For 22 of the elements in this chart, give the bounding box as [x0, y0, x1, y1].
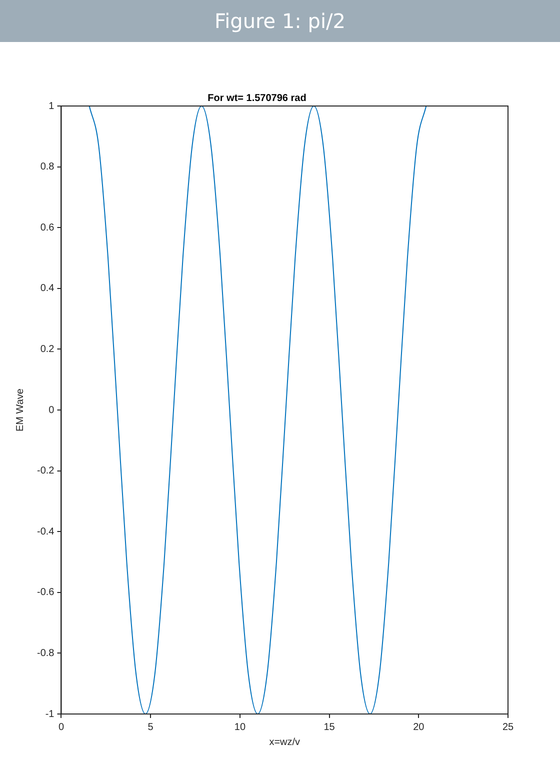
chart-subtitle: For wt= 1.570796 rad: [208, 92, 306, 104]
y-tick-label: 1: [48, 100, 55, 112]
y-tick-label: -1: [45, 708, 55, 720]
y-tick-label: -0.8: [36, 648, 55, 659]
y-tick-label: -0.2: [36, 466, 55, 477]
y-tick-label: 0.2: [40, 344, 55, 355]
x-tick-label: 15: [324, 722, 336, 733]
y-axis-title: EM Wave: [14, 388, 26, 432]
y-tick-label: 0: [48, 404, 55, 416]
line-series: [88, 106, 427, 714]
y-tick-label: 0.8: [40, 162, 55, 173]
x-tick-label: 10: [234, 722, 246, 733]
x-tick-label: 25: [502, 722, 514, 733]
y-tick-label: 0.4: [40, 283, 55, 294]
y-tick-label: -0.6: [36, 587, 55, 598]
y-tick-label: 0.6: [40, 222, 55, 234]
x-axis-title: x=wz/v: [269, 736, 300, 748]
chart-title: Figure 1: pi/2: [0, 0, 560, 42]
x-tick-label: 5: [148, 722, 154, 733]
x-tick-label: 20: [413, 722, 425, 733]
x-tick-label: 0: [58, 722, 64, 733]
y-tick-label: -0.4: [36, 526, 55, 538]
